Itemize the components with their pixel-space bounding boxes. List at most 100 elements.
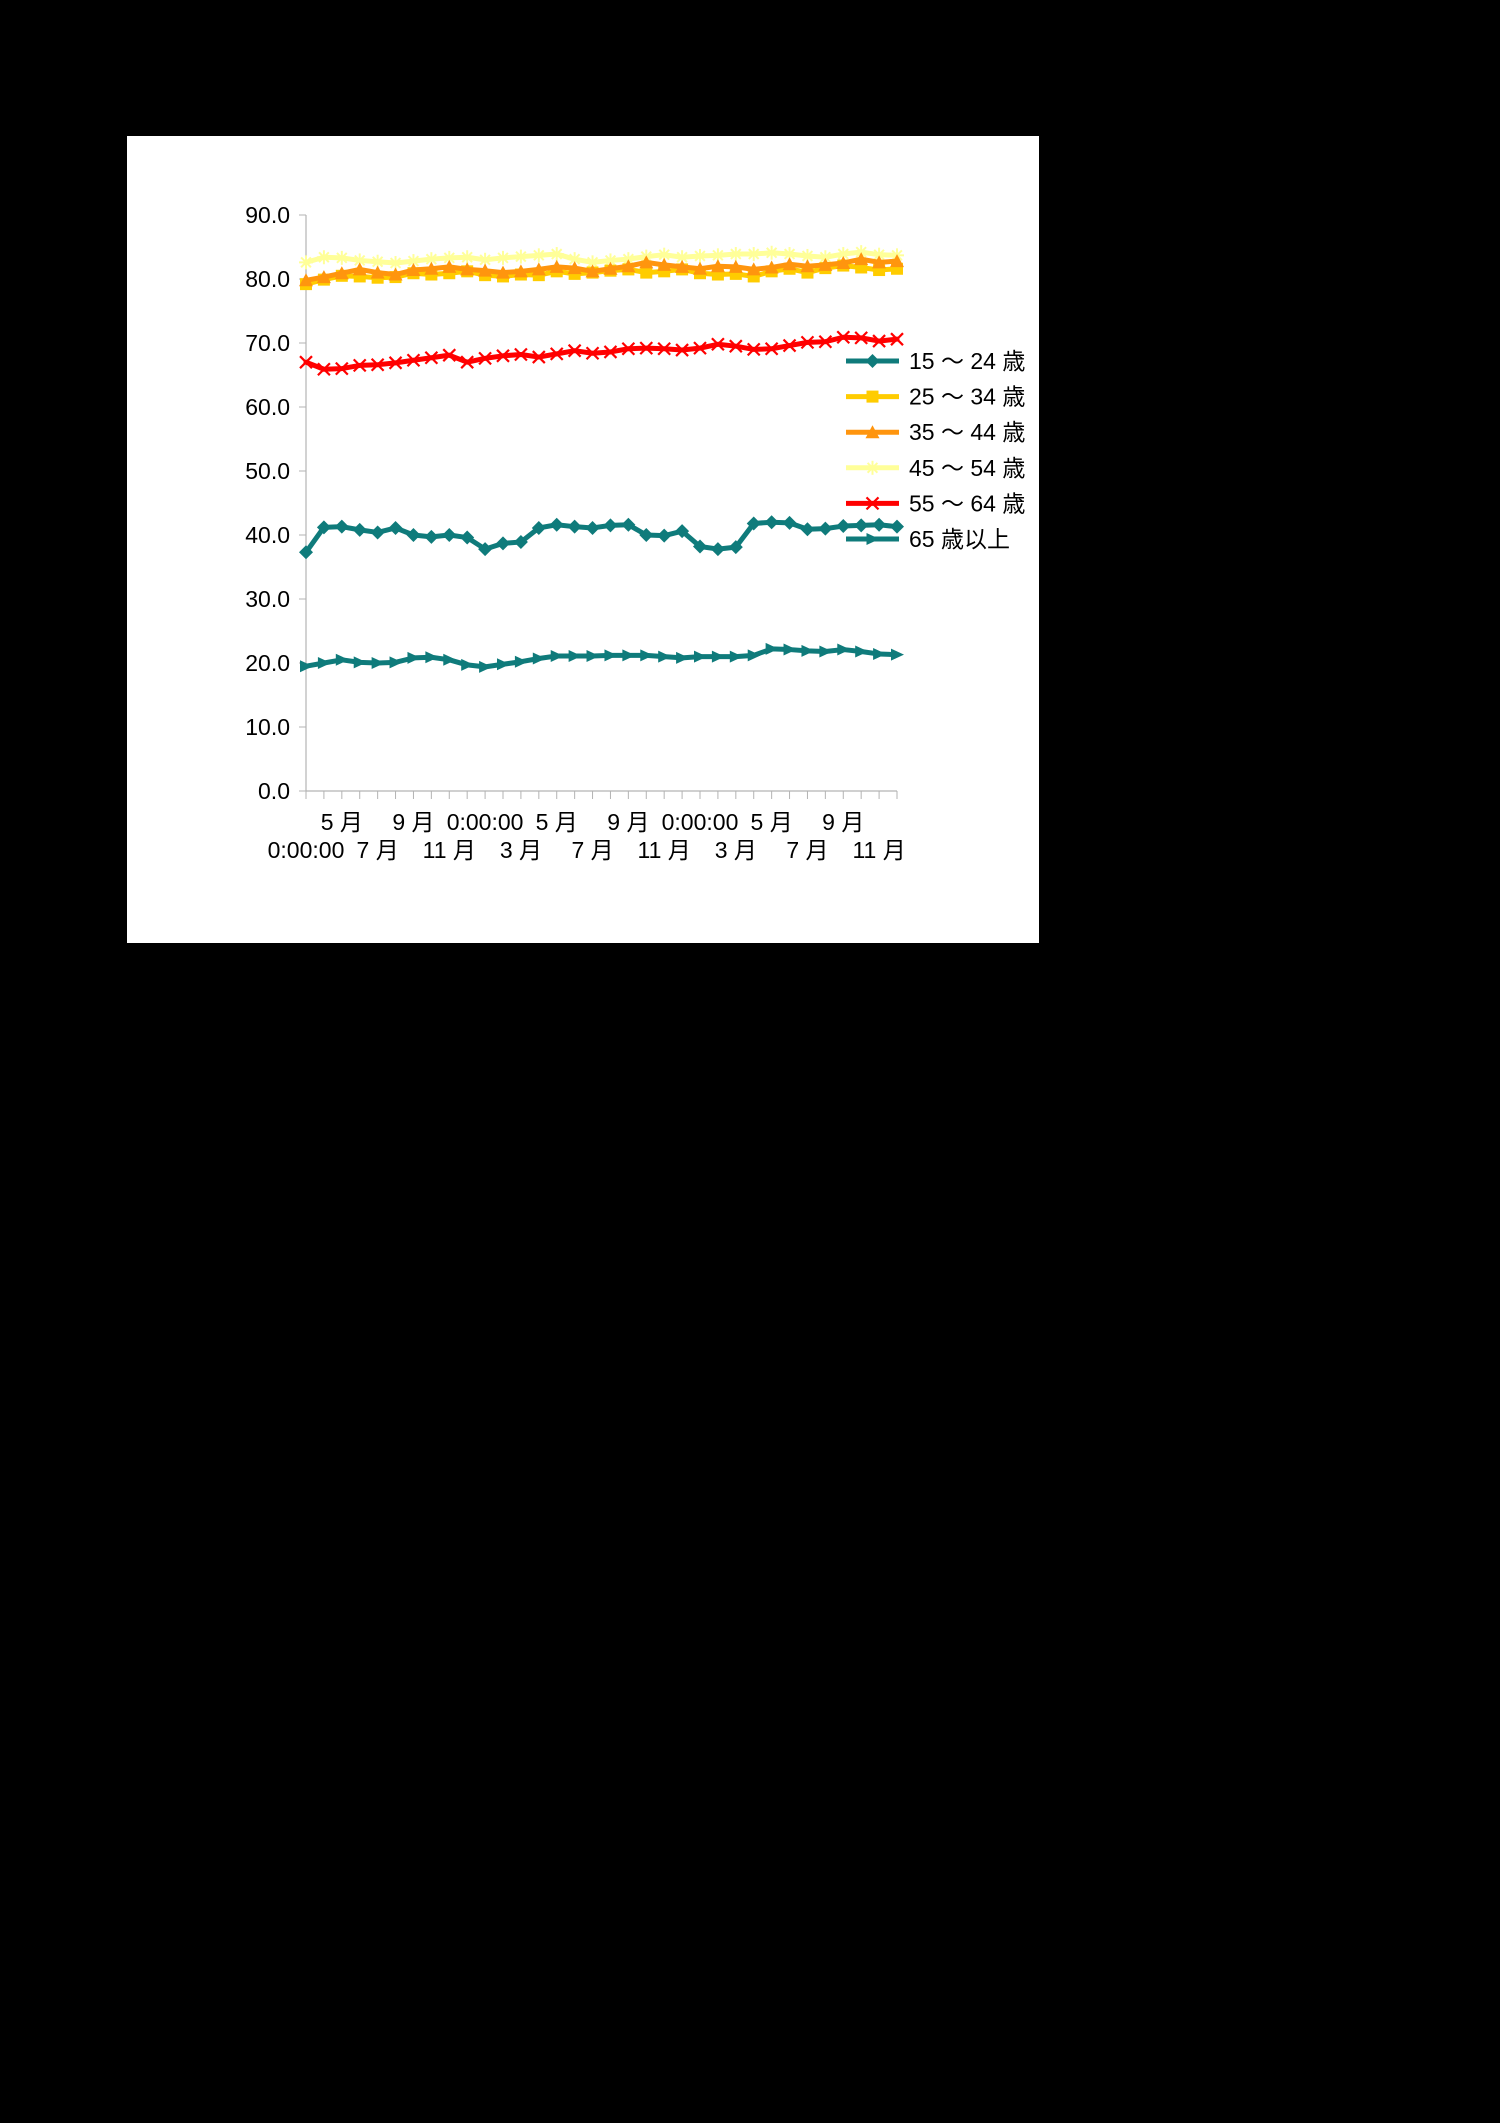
series-1-point	[567, 519, 582, 534]
series-1-point	[585, 520, 600, 535]
x-tick-label: 0:00:00	[662, 809, 739, 835]
series-5-point	[675, 343, 689, 357]
series-6-point	[568, 649, 582, 662]
legend: 15 ～ 24 歳 25 ～ 34 歳 35 ～ 44 歳 45 ～ 54 歳 55 ～…	[846, 348, 1025, 552]
series-3-point	[746, 262, 761, 276]
series-5-point	[424, 350, 439, 365]
series-3-point	[334, 266, 349, 280]
series-5-line	[303, 334, 900, 372]
y-tick-label: 20.0	[245, 650, 290, 676]
y-tick-label: 40.0	[245, 522, 290, 548]
legend-swatch-marker	[866, 533, 880, 545]
series-1-point	[316, 520, 331, 535]
series-1-point	[442, 528, 457, 542]
series-1-point	[728, 540, 743, 555]
series-5-point	[836, 330, 851, 345]
x-tick-label: 9 月	[607, 809, 649, 835]
x-tick-label: 7 月	[786, 837, 828, 863]
series-6-point	[371, 657, 385, 669]
series-1-point	[836, 519, 851, 534]
series-4-point	[764, 245, 779, 260]
legend-swatch-marker	[865, 425, 880, 439]
x-tick-label: 9 月	[392, 809, 434, 835]
series-6-point	[729, 650, 743, 663]
series-5-point	[818, 334, 833, 349]
series-5-point	[872, 334, 886, 348]
series-5-point	[460, 355, 474, 369]
series-1-point	[854, 518, 869, 533]
series-5-point	[514, 347, 528, 362]
x-tick-label: 3 月	[715, 837, 757, 863]
series-6-point	[819, 645, 833, 658]
series-5-point	[352, 358, 367, 373]
series-3-point	[460, 262, 475, 276]
series-4-point	[746, 247, 761, 262]
series-6-point	[461, 658, 475, 671]
line-chart: 0.0 10.0 20.0 30.0 40.0 50.0 60.0 70.0 80.0 90.0 0…	[245, 202, 1025, 863]
series-6-point	[891, 648, 904, 661]
legend-item: 15 ～ 24 歳	[846, 348, 1025, 374]
series-3-point	[549, 259, 564, 273]
series-3-point	[764, 260, 779, 274]
series-5-point	[370, 357, 385, 372]
series-5-point	[764, 341, 779, 356]
series-3-point	[406, 263, 421, 277]
x-tick-label: 7 月	[357, 837, 399, 863]
legend-label: 65 歳以上	[909, 526, 1010, 552]
series-5-point	[621, 341, 636, 356]
series-6-point	[353, 656, 367, 669]
series-1-point	[800, 522, 815, 537]
series-6-point	[783, 643, 797, 656]
series-5-point	[585, 346, 600, 361]
series-6-point	[586, 649, 600, 662]
series-3-point	[854, 252, 869, 266]
series-4-point	[693, 248, 707, 263]
series-1-point	[388, 520, 403, 535]
series-6-point	[694, 650, 707, 663]
series-3-point	[639, 255, 654, 269]
legend-label: 25 ～ 34 歳	[909, 384, 1025, 410]
series-5-point	[854, 331, 868, 345]
series-4-point	[728, 247, 743, 262]
series-6-point	[479, 660, 493, 673]
series-3-point	[836, 256, 851, 269]
series-5-point	[567, 343, 582, 358]
series-4-point	[585, 255, 600, 270]
series-3-line	[303, 256, 900, 283]
series-5-point	[478, 351, 492, 366]
series-1-point	[406, 528, 421, 542]
series-1-point	[549, 517, 564, 532]
series-3-point	[621, 259, 636, 273]
series-3-point	[531, 262, 546, 276]
series-3-point	[352, 262, 367, 276]
x-tick-label: 11 月	[852, 837, 905, 863]
series-5-point	[406, 353, 421, 368]
series-5-point	[317, 362, 331, 377]
series-1-point	[621, 517, 636, 532]
series-1-point	[782, 515, 797, 530]
series-1-point	[460, 530, 475, 545]
series-4-point	[334, 250, 349, 265]
legend-label: 15 ～ 24 歳	[909, 348, 1025, 374]
series-4-point	[513, 249, 528, 264]
series-1-point	[639, 528, 654, 542]
series-6-line	[303, 646, 900, 670]
series-1-point	[478, 542, 493, 557]
series-1-point	[531, 520, 546, 535]
series-2-point	[640, 266, 653, 279]
series-5	[299, 330, 904, 377]
series-1-point	[299, 545, 313, 560]
series-6-point	[801, 644, 815, 657]
series-6-point	[604, 649, 618, 662]
series-1-point	[603, 518, 618, 533]
series-4-point	[549, 247, 564, 262]
x-tick-label: 7 月	[571, 837, 613, 863]
series-1	[299, 515, 904, 560]
series-5-point	[746, 342, 761, 357]
y-tick-label: 0.0	[258, 778, 290, 804]
series-5-point	[532, 350, 546, 364]
series-1-point	[818, 521, 833, 536]
series-6-point	[407, 651, 421, 664]
series-6-point	[389, 656, 403, 669]
series-4-point	[388, 256, 403, 270]
